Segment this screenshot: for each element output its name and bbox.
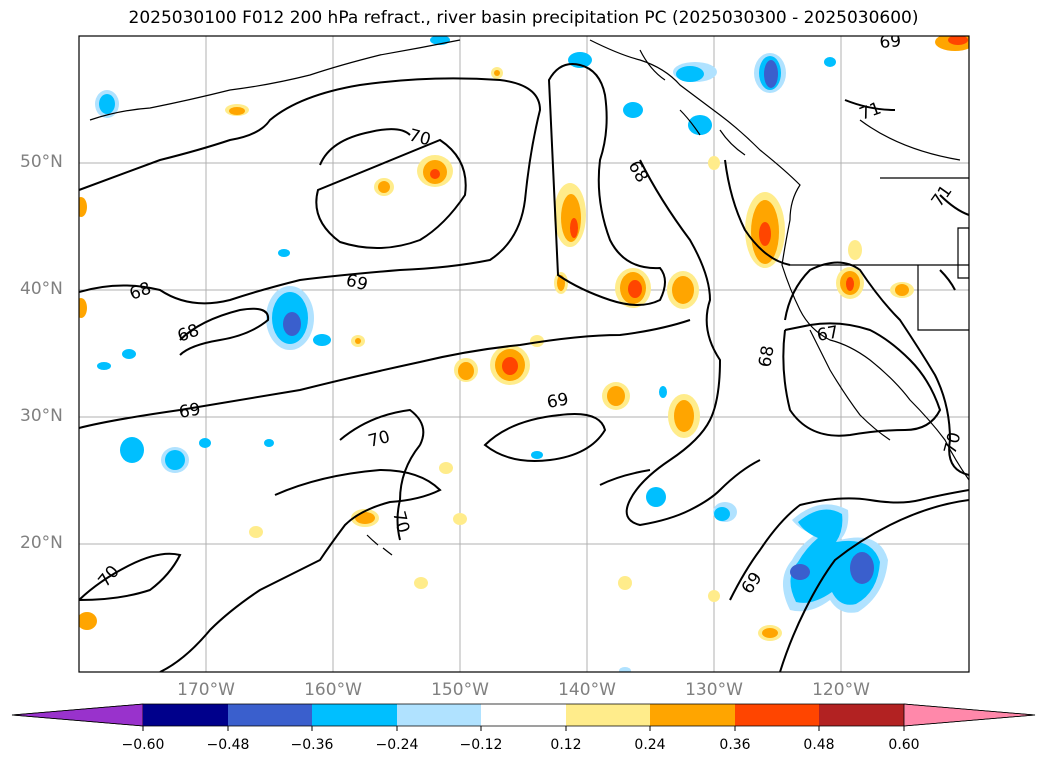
colorbar-segment [228,704,312,726]
colorbar-segment [143,704,228,726]
colorbar-tick-label: 0.60 [888,737,920,753]
colorbar [11,703,1036,731]
contour-label: 68 [755,344,778,369]
colorbar-tick-label: −0.36 [290,737,334,753]
colorbar-tick-label: 0.48 [803,737,835,753]
colorbar-extend-high [903,703,1036,727]
refractivity-contours [79,63,969,672]
coastlines [89,39,969,556]
lat-label: 30°N [20,406,63,426]
colorbar-segment [312,704,397,726]
lat-label: 40°N [20,279,63,299]
colorbar-tick-label: −0.60 [121,737,165,753]
lon-label: 130°W [685,680,743,700]
lon-label: 170°W [177,680,235,700]
map-frame [78,35,970,673]
lon-label: 150°W [431,680,489,700]
lat-label: 50°N [20,152,63,172]
colorbar-segment [735,704,819,726]
colorbar-segment [566,704,650,726]
chart-title: 2025030100 F012 200 hPa refract., river … [128,8,919,28]
colorbar-tick-label: −0.24 [375,737,419,753]
colorbar-segment [481,704,566,726]
lon-label: 140°W [558,680,616,700]
lon-label: 160°W [304,680,362,700]
precip-shading [79,36,969,672]
colorbar-tick-label: −0.12 [459,737,503,753]
colorbar-tick-label: −0.48 [206,737,250,753]
lon-label: 120°W [812,680,870,700]
lat-label: 20°N [20,533,63,553]
colorbar-tick-label: 0.24 [634,737,666,753]
colorbar-segment [650,704,735,726]
colorbar-tick-label: 0.36 [719,737,751,753]
contour-label: 69 [879,31,902,53]
colorbar-extend-low [11,703,144,727]
colorbar-segment [397,704,481,726]
colorbar-segment [819,704,904,726]
gridlines [79,36,969,672]
contour-label: 67 [815,322,840,345]
colorbar-tick-label: 0.12 [550,737,582,753]
contour-label: 69 [177,399,202,422]
contour-label: 69 [545,389,570,412]
